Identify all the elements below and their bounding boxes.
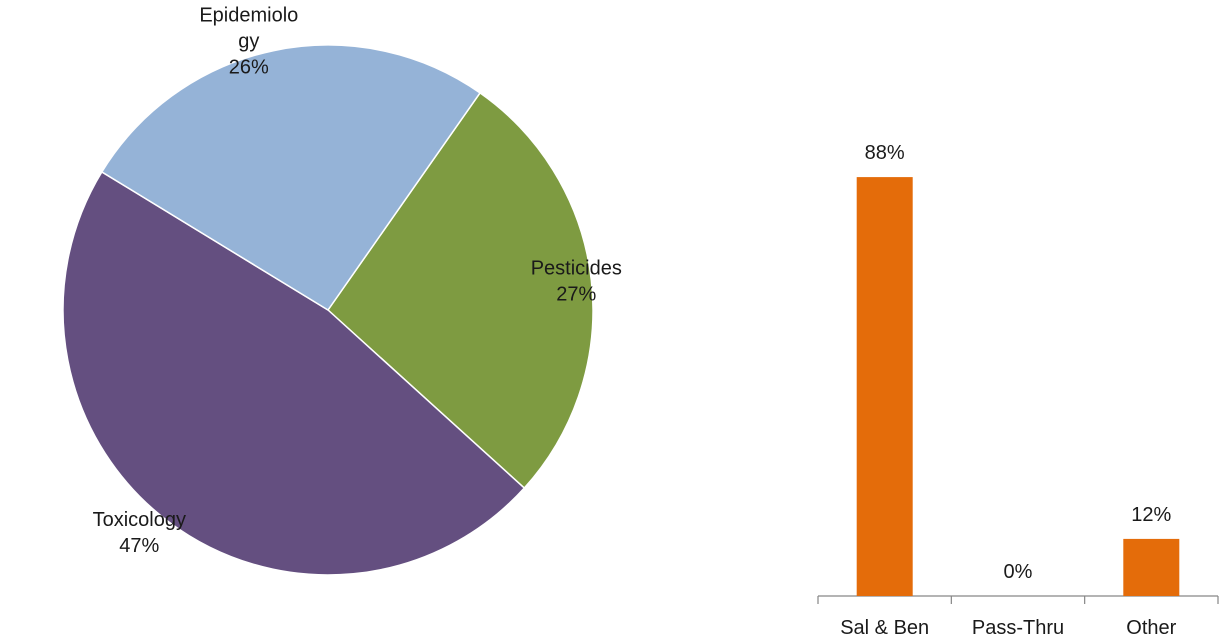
- bar-value-label-1: 0%: [1004, 561, 1033, 583]
- bar-value-label-0: 88%: [865, 142, 905, 164]
- pie-label-1: Toxicology 47%: [93, 509, 186, 557]
- bar-0: [856, 177, 913, 596]
- pie-chart: Pesticides 27% Toxicology 47% Epidemiolo gy 26…: [62, 5, 622, 576]
- pie-label-2: Epidemiolo gy 26%: [199, 5, 298, 79]
- bar-category-label-2: Other: [1126, 617, 1176, 639]
- bar-category-label-0: Sal & Ben: [840, 617, 929, 639]
- pie-slice-1: [62, 170, 526, 576]
- pie-slice-0: [327, 91, 594, 490]
- bar-category-label-1: Pass-Thru: [972, 617, 1064, 639]
- bar-value-label-2: 12%: [1131, 504, 1171, 526]
- bar-2: [1123, 538, 1180, 596]
- pie-slice-2: [100, 44, 482, 312]
- pie-label-0: Pesticides 27%: [531, 258, 622, 306]
- bar-chart: 88% Sal & Ben 0% Pass-Thru 12% Other: [817, 142, 1219, 639]
